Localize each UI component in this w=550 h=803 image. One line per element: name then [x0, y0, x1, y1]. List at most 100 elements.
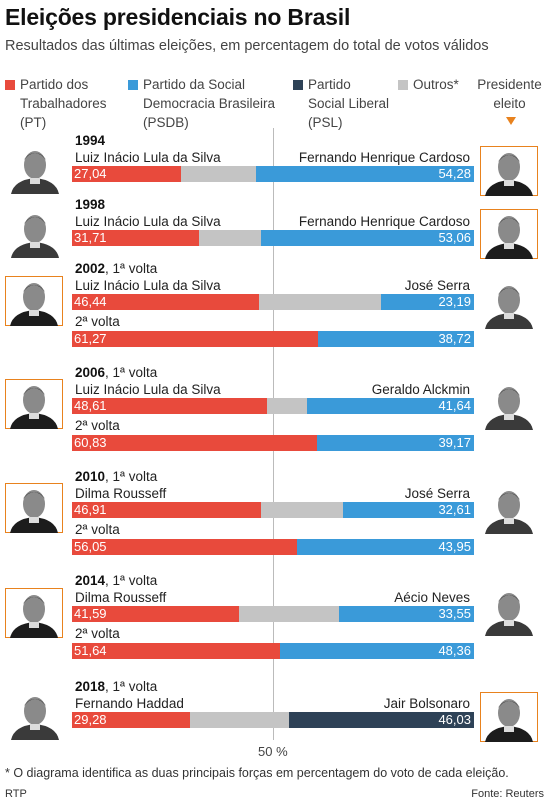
legend-item-outros: Outros* — [398, 75, 459, 94]
bar-segment-psdb: 48,36 — [280, 643, 474, 659]
bar-segment-pt: 29,28 — [72, 712, 190, 728]
runner-up-portrait-2014 — [480, 586, 538, 636]
elected-portrait-1994 — [480, 146, 538, 196]
legend-swatch-psl — [293, 80, 303, 90]
bar-value-pt: 31,71 — [74, 230, 107, 245]
election-year: 2014 — [75, 573, 106, 588]
election-year: 2006 — [75, 365, 106, 380]
election-round: , 1ª volta — [105, 573, 158, 588]
bar-segment-outros — [261, 502, 343, 518]
bar-value-pt: 56,05 — [74, 539, 107, 554]
election-year-label: 1998 — [75, 197, 105, 212]
candidate-left: Luiz Inácio Lula da Silva — [75, 214, 221, 229]
bar-segment-psdb: 53,06 — [261, 230, 474, 246]
fifty-percent-label: 50 % — [258, 744, 288, 759]
legend-swatch-pt — [5, 80, 15, 90]
bar-round1-2014: 41,59 33,55 — [72, 606, 474, 622]
bar-round2-2002: 61,27 38,72 — [72, 331, 474, 347]
election-year: 2018 — [75, 679, 106, 694]
bar-value-pt: 51,64 — [74, 643, 107, 658]
bar-segment-pt: 46,44 — [72, 294, 259, 310]
bar-round1-1994: 27,04 54,28 — [72, 166, 474, 182]
bar-round1-2018: 29,28 46,03 — [72, 712, 474, 728]
candidate-right: José Serra — [404, 486, 470, 501]
bar-value-psdb: 54,28 — [438, 166, 471, 181]
election-year: 1998 — [75, 197, 106, 212]
bar-segment-pt: 56,05 — [72, 539, 297, 555]
runner-up-portrait-2006 — [480, 380, 538, 430]
bar-value-pt: 27,04 — [74, 166, 107, 181]
candidate-right: Fernando Henrique Cardoso — [298, 214, 470, 229]
candidate-right: Aécio Neves — [394, 590, 470, 605]
legend-label-psdb: Partido da Social Democracia Brasileira … — [143, 77, 276, 130]
candidate-right: Jair Bolsonaro — [383, 696, 470, 711]
legend-item-pt: Partido dos Trabalhadores (PT) — [5, 75, 107, 132]
legend-label-pt: Partido dos Trabalhadores (PT) — [20, 77, 107, 130]
second-round-label: 2ª volta — [75, 626, 120, 641]
bar-value-psdb: 32,61 — [438, 502, 471, 517]
footnote: * O diagrama identifica as duas principa… — [5, 766, 509, 780]
bar-value-psdb: 39,17 — [438, 435, 471, 450]
elected-portrait-1998 — [480, 209, 538, 259]
candidate-right: Fernando Henrique Cardoso — [298, 150, 470, 165]
bar-value-psdb: 23,19 — [438, 294, 471, 309]
bar-segment-psdb: 23,19 — [381, 294, 474, 310]
bar-segment-pt: 46,91 — [72, 502, 261, 518]
second-round-label: 2ª volta — [75, 522, 120, 537]
elected-portrait-2002 — [5, 276, 63, 326]
chart-subtitle: Resultados das últimas eleições, em perc… — [5, 38, 489, 54]
candidate-left: Luiz Inácio Lula da Silva — [75, 278, 221, 293]
bar-value-pt: 29,28 — [74, 712, 107, 727]
election-year-label: 2010, 1ª volta — [75, 469, 157, 484]
bar-segment-outros — [259, 294, 381, 310]
bar-segment-pt: 41,59 — [72, 606, 239, 622]
elected-legend-label: Presidente eleito — [477, 77, 542, 111]
bar-value-pt: 41,59 — [74, 606, 107, 621]
bar-round1-1998: 31,71 53,06 — [72, 230, 474, 246]
second-round-label: 2ª volta — [75, 418, 120, 433]
runner-up-portrait-2010 — [480, 484, 538, 534]
elected-portrait-2006 — [5, 379, 63, 429]
candidate-right: Geraldo Alckmin — [371, 382, 470, 397]
legend-swatch-psdb — [128, 80, 138, 90]
election-year-label: 1994 — [75, 133, 105, 148]
bar-segment-pt: 27,04 — [72, 166, 181, 182]
bar-segment-psdb: 43,95 — [297, 539, 474, 555]
bar-segment-pt: 60,83 — [72, 435, 317, 451]
bar-value-pt: 46,91 — [74, 502, 107, 517]
bar-segment-outros — [190, 712, 289, 728]
bar-segment-psdb: 41,64 — [307, 398, 474, 414]
candidate-left: Fernando Haddad — [75, 696, 184, 711]
bar-segment-psdb: 32,61 — [343, 502, 474, 518]
election-round: , 1ª volta — [105, 261, 158, 276]
bar-value-psdb: 53,06 — [438, 230, 471, 245]
bar-segment-pt: 31,71 — [72, 230, 199, 246]
bar-value-psdb: 41,64 — [438, 398, 471, 413]
bar-segment-outros — [267, 398, 307, 414]
second-round-label: 2ª volta — [75, 314, 120, 329]
bar-segment-psdb: 54,28 — [256, 166, 474, 182]
chart-title: Eleições presidenciais no Brasil — [5, 4, 351, 30]
election-round: , 1ª volta — [105, 365, 158, 380]
bar-segment-psdb: 39,17 — [317, 435, 474, 451]
bar-value-pt: 46,44 — [74, 294, 107, 309]
candidate-right: José Serra — [404, 278, 470, 293]
bar-value-pt: 60,83 — [74, 435, 107, 450]
runner-up-portrait-2002 — [480, 279, 538, 329]
legend-swatch-outros — [398, 80, 408, 90]
bar-round2-2014: 51,64 48,36 — [72, 643, 474, 659]
bar-segment-outros — [199, 230, 261, 246]
bar-value-pt: 61,27 — [74, 331, 107, 346]
bar-value-pt: 48,61 — [74, 398, 107, 413]
candidate-left: Luiz Inácio Lula da Silva — [75, 382, 221, 397]
elected-portrait-2010 — [5, 483, 63, 533]
bar-value-psl: 46,03 — [438, 712, 471, 727]
bar-segment-psdb: 33,55 — [339, 606, 474, 622]
legend-item-psdb: Partido da Social Democracia Brasileira … — [128, 75, 275, 132]
bar-round1-2006: 48,61 41,64 — [72, 398, 474, 414]
bar-value-psdb: 33,55 — [438, 606, 471, 621]
bar-segment-outros — [181, 166, 256, 182]
fifty-percent-line — [273, 128, 274, 740]
election-year-label: 2002, 1ª volta — [75, 261, 157, 276]
bar-round2-2006: 60,83 39,17 — [72, 435, 474, 451]
